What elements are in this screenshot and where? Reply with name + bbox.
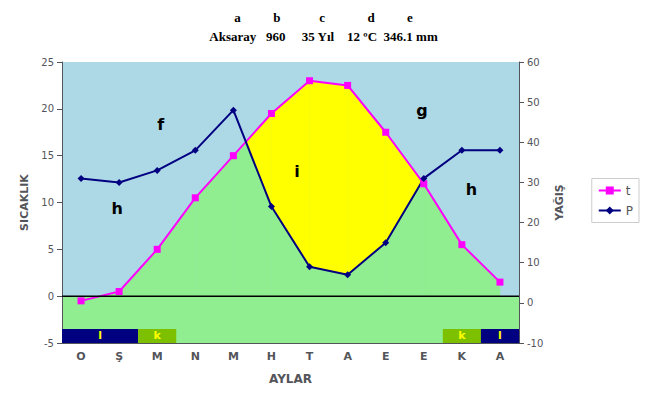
svg-text:Ş: Ş (115, 350, 123, 363)
svg-text:k: k (458, 329, 466, 342)
svg-text:g: g (416, 101, 427, 120)
svg-text:h: h (466, 180, 477, 199)
svg-text:t: t (626, 184, 631, 198)
svg-text:E: E (420, 350, 428, 363)
svg-text:f: f (157, 115, 165, 134)
svg-text:10: 10 (527, 257, 540, 268)
svg-text:5: 5 (48, 244, 54, 255)
svg-text:30: 30 (527, 177, 540, 188)
svg-text:60: 60 (527, 57, 540, 68)
svg-text:Aksaray 960 35 Yıl 12: Aksaray 960 35 Yıl 12 ºC 346.1 mm (209, 29, 438, 44)
svg-text:h: h (112, 199, 123, 218)
svg-text:M: M (228, 350, 239, 363)
svg-text:E: E (382, 350, 390, 363)
svg-text:15: 15 (41, 150, 54, 161)
svg-text:H: H (267, 350, 276, 363)
svg-text:-10: -10 (527, 338, 543, 349)
svg-text:l: l (98, 329, 102, 342)
svg-text:P: P (626, 204, 633, 218)
svg-text:40: 40 (527, 137, 540, 148)
svg-text:i: i (294, 162, 299, 181)
svg-text:l: l (498, 329, 502, 342)
svg-text:M: M (152, 350, 163, 363)
svg-text:0: 0 (527, 297, 533, 308)
svg-text:O: O (76, 350, 85, 363)
svg-text:N: N (191, 350, 200, 363)
svg-text:A: A (496, 350, 505, 363)
svg-text:0: 0 (48, 291, 54, 302)
svg-text:20: 20 (41, 103, 54, 114)
svg-text:T: T (306, 350, 314, 363)
svg-text:K: K (458, 350, 467, 363)
svg-text:AYLAR: AYLAR (269, 372, 312, 386)
svg-text:SICAKLIK: SICAKLIK (18, 174, 31, 231)
svg-text:50: 50 (527, 97, 540, 108)
svg-text:a b c: a b c d e (234, 10, 413, 25)
svg-text:A: A (343, 350, 352, 363)
svg-text:10: 10 (41, 197, 54, 208)
svg-text:k: k (154, 329, 162, 342)
svg-text:25: 25 (41, 57, 54, 68)
svg-text:20: 20 (527, 217, 540, 228)
svg-text:YAĞIŞ: YAĞIŞ (553, 184, 566, 222)
svg-text:-5: -5 (44, 338, 54, 349)
